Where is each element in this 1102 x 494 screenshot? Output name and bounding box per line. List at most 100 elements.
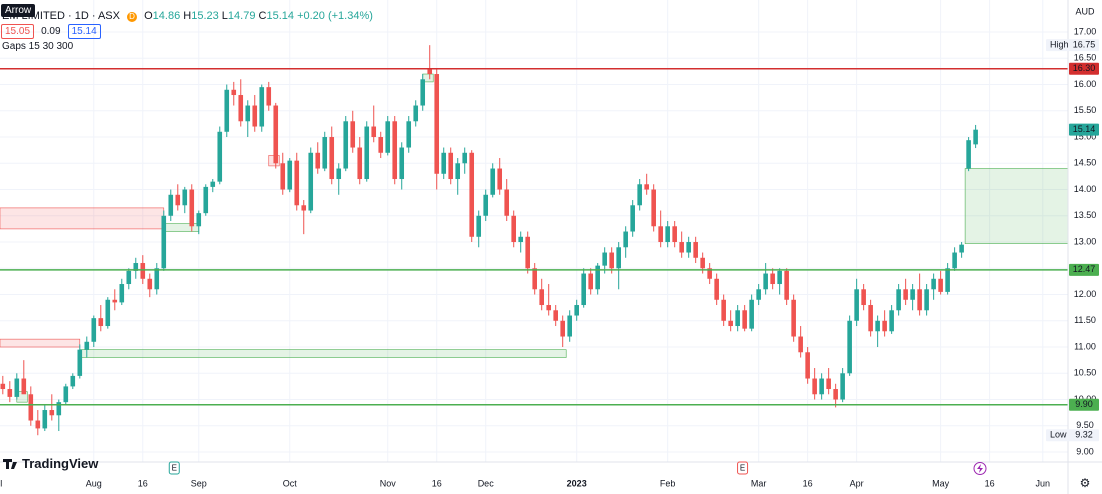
candle-body [441,152,447,174]
x-tick-label: Oct [283,478,298,488]
x-tick-label: Dec [478,478,495,488]
y-tick-label: 15.50 [1074,105,1097,115]
candle-body [553,310,558,321]
x-tick-label: 16 [138,478,148,488]
axes: 9.009.5010.0010.5011.0011.5012.0012.5013… [0,26,1099,488]
plot-area [0,45,1068,436]
brand-logo: TradingView [3,456,99,471]
candle-body [917,289,922,311]
candle-body [140,263,146,279]
candle-body [651,189,656,227]
last-price-box [1069,123,1099,136]
candle-body [434,74,440,174]
legend-key: O [144,10,153,22]
candle-body [609,252,614,269]
candle-body [56,402,62,416]
candle-body [469,152,475,237]
candle-body [154,268,160,290]
y-tick-label: 17.00 [1074,26,1097,36]
candle-body [28,394,34,421]
x-tick-label: Sep [191,478,207,488]
candle-body [693,242,698,258]
legend-value: 14.86 [152,10,181,22]
candle-body [112,299,118,303]
bid[interactable]: 15.05 [1,24,35,39]
candle-body [196,213,202,227]
event-marker [168,461,180,475]
candle-body [0,383,6,390]
symbol-line: EM LIMITED · 1D · ASX D O14.86 H15.23 L1… [0,10,373,22]
candle-body [364,126,370,180]
tooltip: Arrow [1,4,36,17]
candle-body [182,189,188,206]
candle-body [952,252,957,269]
candle-body [574,305,579,316]
candle-body [896,289,901,311]
candle-body [616,247,621,269]
x-tick-label: 16 [803,478,813,488]
candle-body [560,320,565,337]
candle-body [861,289,866,306]
candle-body [588,273,593,290]
candle-body [539,289,544,306]
candle-body [210,181,216,187]
candle-body [763,273,768,290]
extreme-box [1046,429,1099,442]
candle-body [189,189,195,227]
candle-body [847,320,852,374]
candle-body [392,121,398,180]
y-tick-label: 13.50 [1074,210,1097,220]
candle-body [77,349,83,376]
y-tick-label: 14.50 [1074,158,1097,168]
legend-key: H [183,10,192,22]
extreme-value: 9.32 [1075,430,1093,440]
candle-body [637,184,642,206]
candle-body [658,226,663,243]
candle-body [427,68,433,75]
candle-body [63,386,69,403]
candle-body [581,273,586,306]
candle-body [399,147,405,180]
x-tick-label: Mar [751,478,767,488]
candle-body [735,310,740,327]
candle-body [7,389,13,397]
candle-body [532,268,537,290]
candle-body [840,373,845,400]
y-tick-label: 11.00 [1074,341,1096,351]
legend-key: L [221,10,228,22]
ohlc-legend: O14.86 H15.23 L14.79 C15.14 +0.20 (+1.34… [144,10,373,22]
ask[interactable]: 15.14 [67,24,101,39]
candle-body [728,320,733,327]
candle-body [483,194,489,216]
candle-body [623,231,628,248]
candle-body [49,410,55,416]
candle-body [924,289,929,311]
price-label: 12.47 [1073,264,1096,274]
candle-body [378,137,384,153]
settings-icon[interactable]: ⚙ [1080,476,1091,490]
candle-body [490,168,496,195]
extreme-label: High [1050,40,1069,50]
event-marker [737,461,749,475]
candle-body [721,299,726,321]
candle-body [329,137,335,180]
candle-body [406,121,412,148]
delay-badge[interactable]: D [127,12,138,22]
candle-body [707,268,712,279]
candle-body [630,205,635,232]
change-percent: (+1.34%) [327,10,373,22]
candle-body [602,252,607,266]
y-tick-label: 15.00 [1074,131,1097,141]
price-label-box [1069,263,1099,276]
candle-body [798,336,803,353]
candle-body [546,305,551,311]
legend-key: C [258,10,267,22]
candle-body [420,79,426,106]
candle-body [700,257,705,269]
candle-body [518,236,524,243]
x-tick-label: May [932,478,950,488]
price-label: 9.90 [1075,399,1093,409]
candle-body [294,160,300,206]
candle-body [238,95,244,122]
